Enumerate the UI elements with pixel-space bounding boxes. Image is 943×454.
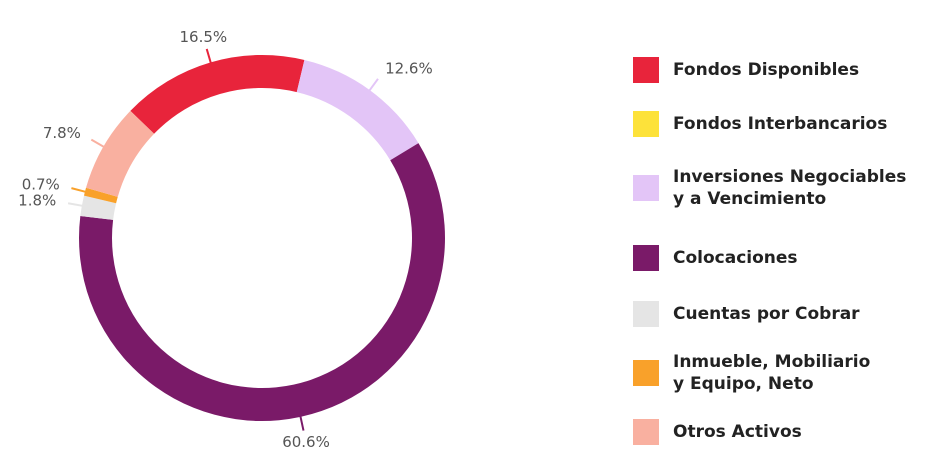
leader-line xyxy=(67,202,85,208)
legend-item: Colocaciones xyxy=(633,245,798,271)
legend-swatch xyxy=(633,360,659,386)
legend-item: Fondos Interbancarios xyxy=(633,111,887,137)
leader-line xyxy=(90,138,106,149)
legend-label: Colocaciones xyxy=(673,248,798,268)
legend-swatch xyxy=(633,301,659,327)
donut-segment xyxy=(83,187,118,204)
legend-label: Cuentas por Cobrar xyxy=(673,304,860,324)
legend-label: Fondos Interbancarios xyxy=(673,114,888,134)
value-label: 12.6% xyxy=(385,60,433,78)
legend-swatch xyxy=(633,111,659,137)
legend-swatch xyxy=(633,245,659,271)
leader-line xyxy=(299,414,305,431)
legend-item: Cuentas por Cobrar xyxy=(633,301,860,327)
value-label: 7.8% xyxy=(43,124,81,142)
value-label: 16.5% xyxy=(180,28,228,46)
legend-label: Inversiones Negociables y a Vencimiento xyxy=(673,167,907,209)
legend-item: Inmueble, Mobiliario y Equipo, Neto xyxy=(633,351,870,395)
donut-segment xyxy=(80,195,117,220)
leader-line xyxy=(367,78,379,93)
value-label: 1.8% xyxy=(18,192,56,210)
legend-item: Inversiones Negociables y a Vencimiento xyxy=(633,166,906,210)
legend-swatch xyxy=(633,419,659,445)
legend-item: Fondos Disponibles xyxy=(633,57,859,83)
donut-segment xyxy=(130,55,305,134)
donut-segment xyxy=(78,143,445,421)
value-label: 0.7% xyxy=(22,176,60,194)
legend-label: Otros Activos xyxy=(673,422,802,442)
leader-line xyxy=(205,48,213,65)
legend-item: Otros Activos xyxy=(633,419,802,445)
donut-segment xyxy=(296,59,419,161)
legend-label: Inmueble, Mobiliario y Equipo, Neto xyxy=(673,352,871,394)
legend-label: Fondos Disponibles xyxy=(673,60,860,80)
leader-line xyxy=(71,187,88,194)
value-label: 60.6% xyxy=(282,433,330,451)
legend-swatch xyxy=(633,57,659,83)
donut-segment xyxy=(86,110,155,197)
legend-swatch xyxy=(633,175,659,201)
